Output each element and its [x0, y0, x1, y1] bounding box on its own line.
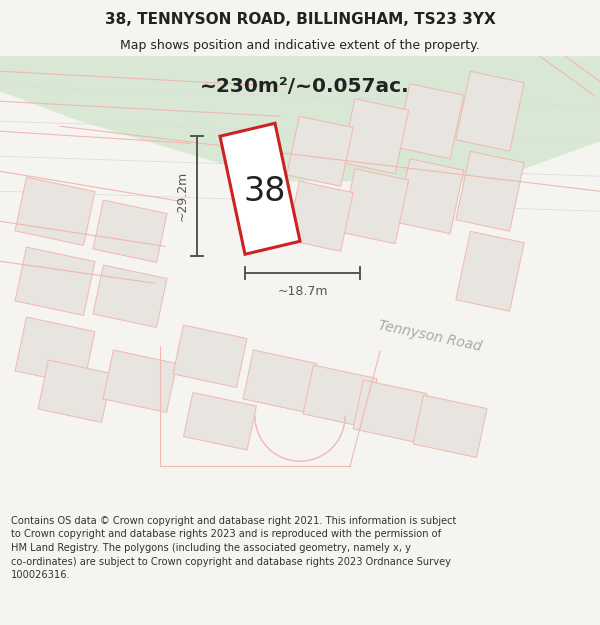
Text: 38: 38: [244, 175, 286, 208]
Polygon shape: [173, 325, 247, 388]
Polygon shape: [397, 84, 464, 159]
Polygon shape: [243, 350, 317, 413]
Text: ~29.2m: ~29.2m: [176, 171, 189, 221]
Text: Contains OS data © Crown copyright and database right 2021. This information is : Contains OS data © Crown copyright and d…: [11, 516, 456, 580]
Polygon shape: [93, 265, 167, 328]
Polygon shape: [93, 200, 167, 262]
Text: ~230m²/~0.057ac.: ~230m²/~0.057ac.: [200, 77, 410, 96]
Polygon shape: [353, 380, 427, 442]
Polygon shape: [15, 177, 95, 246]
Text: Tennyson Road: Tennyson Road: [377, 319, 483, 354]
Polygon shape: [456, 231, 524, 311]
Polygon shape: [397, 159, 464, 234]
Polygon shape: [456, 71, 524, 151]
Text: ~18.7m: ~18.7m: [277, 285, 328, 298]
Polygon shape: [103, 350, 177, 413]
Polygon shape: [184, 392, 256, 450]
Polygon shape: [0, 56, 600, 181]
Polygon shape: [341, 169, 409, 244]
Polygon shape: [413, 395, 487, 458]
Polygon shape: [15, 247, 95, 316]
Polygon shape: [287, 181, 353, 251]
Polygon shape: [287, 116, 353, 186]
Text: 38, TENNYSON ROAD, BILLINGHAM, TS23 3YX: 38, TENNYSON ROAD, BILLINGHAM, TS23 3YX: [104, 12, 496, 28]
Polygon shape: [38, 360, 112, 423]
Polygon shape: [456, 151, 524, 231]
Text: Map shows position and indicative extent of the property.: Map shows position and indicative extent…: [120, 39, 480, 52]
Polygon shape: [15, 317, 95, 386]
Polygon shape: [303, 365, 377, 428]
Polygon shape: [220, 123, 300, 254]
Polygon shape: [341, 99, 409, 174]
